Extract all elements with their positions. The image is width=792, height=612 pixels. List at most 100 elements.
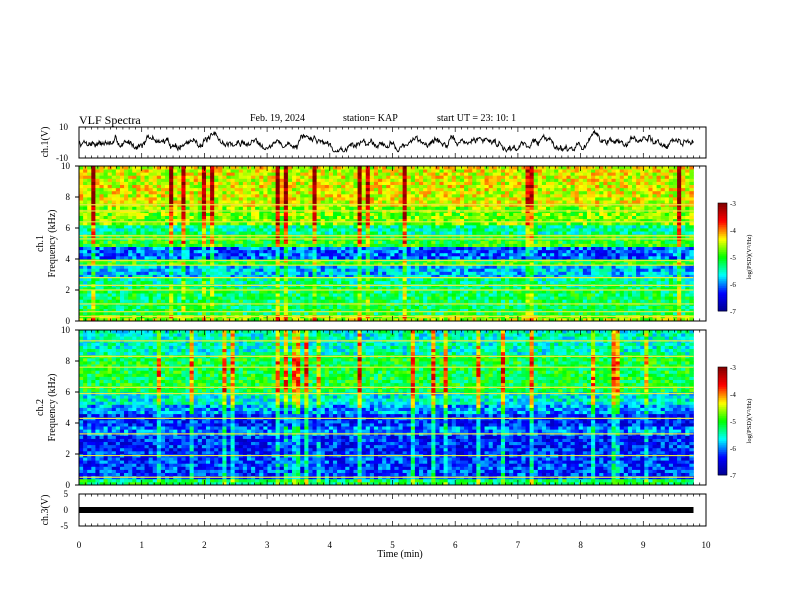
ch1-spectrogram-cell: [517, 299, 522, 303]
ch1-spectrogram-cell: [328, 296, 334, 300]
ch1-spectrogram-cell: [160, 308, 166, 313]
ch1-spectrogram-cell: [619, 305, 625, 309]
ch1-spectrogram-cell: [664, 268, 670, 272]
ch1-spectrogram-cell: [611, 296, 617, 300]
ch1-spectrogram-cell: [95, 228, 100, 232]
ch1-spectrogram-cell: [562, 311, 567, 316]
ch1-spectrogram-cell: [316, 277, 322, 282]
ch1-spectrogram-cell: [226, 293, 231, 297]
ch1-spectrogram-cell: [558, 228, 563, 232]
ch1-spectrogram-cell: [496, 221, 502, 226]
ch1-spectrogram-cell: [369, 286, 375, 291]
ch1-spectrogram-cell: [488, 255, 494, 260]
ch1-spectrogram-cell: [345, 252, 350, 257]
ch1-spectrogram-cell: [459, 290, 465, 294]
ch1-spectrogram-cell: [578, 231, 584, 235]
ch1-spectrogram-cell: [308, 311, 313, 316]
ch1-spectrogram-cell: [173, 305, 178, 309]
ch1-spectrogram-cell: [644, 271, 649, 275]
ch1-spectrogram-cell: [242, 308, 248, 313]
ch1-spectrogram-cell: [197, 262, 203, 266]
ch1-spectrogram-cell: [488, 274, 494, 278]
ch1-spectrogram-cell: [451, 240, 457, 244]
ch1-spectrogram-cell: [144, 246, 150, 251]
ch1-spectrogram-cell: [451, 268, 457, 272]
ch1-spectrogram-cell: [435, 290, 440, 294]
ch1-spectrogram-cell: [607, 246, 612, 251]
ch1-spectrogram-cell: [234, 274, 240, 278]
ch1-spectrogram-cell: [107, 311, 113, 316]
ch1-spectrogram-cell: [623, 231, 629, 235]
ch1-spectrogram-cell: [447, 255, 453, 260]
ch1-spectrogram-cell: [337, 224, 342, 229]
ch1-spectrogram-cell: [423, 293, 428, 297]
ch1-spectrogram-cell: [558, 299, 563, 303]
ch1-spectrogram-cell: [83, 277, 88, 282]
ch1-spectrogram-cell: [390, 262, 395, 266]
ch1-spectrogram-cell: [148, 274, 154, 278]
ch1-spectrogram-cell: [550, 305, 555, 309]
ch1-spectrogram-cell: [316, 274, 322, 278]
ch1-spectrogram-cell: [173, 262, 178, 266]
ch1-spectrogram-cell: [308, 299, 313, 303]
ch1-spectrogram-cell: [623, 218, 629, 223]
ch1-spectrogram-cell: [648, 268, 653, 272]
ch1-spectrogram-cell: [361, 299, 367, 303]
ch1-spectrogram-cell: [402, 280, 408, 285]
ch1-spectrogram-cell: [128, 268, 133, 272]
ch1-spectrogram-cell: [341, 265, 346, 269]
ch1-spectrogram-cell: [169, 224, 174, 229]
ch1-spectrogram-cell: [472, 265, 477, 269]
ch1-spectrogram-cell: [132, 271, 137, 275]
ch1-spectrogram-cell: [197, 265, 203, 269]
ch1-spectrogram-cell: [345, 280, 350, 285]
ch1-spectrogram-cell: [427, 274, 432, 278]
ch1-spectrogram-cell: [595, 296, 600, 300]
ch1-spectrogram-cell: [398, 271, 404, 275]
ch1-spectrogram-cell: [144, 274, 150, 278]
ch1-spectrogram-cell: [345, 246, 350, 251]
ch1-spectrogram-cell: [251, 246, 256, 251]
ch1-spectrogram-cell: [124, 265, 129, 269]
ch1-spectrogram-cell: [599, 293, 604, 297]
ch1-spectrogram-cell: [320, 240, 326, 244]
ch1-spectrogram-cell: [132, 255, 137, 260]
ch1-spectrogram-cell: [537, 221, 543, 226]
ch1-spectrogram-cell: [205, 255, 211, 260]
ch1-spectrogram-cell: [283, 221, 289, 226]
ch1-spectrogram-cell: [521, 277, 526, 282]
ch1-spectrogram-cell: [83, 286, 88, 291]
ch1-spectrogram-cell: [603, 249, 608, 254]
ch1-spectrogram-cell: [414, 224, 420, 229]
ch1-spectrogram-cell: [644, 243, 649, 247]
ch1-spectrogram-cell: [603, 293, 608, 297]
ch1-spectrogram-cell: [537, 268, 543, 272]
ch1-spectrogram-cell: [402, 246, 408, 251]
ch1-spectrogram-cell: [320, 299, 326, 303]
ch1-spectrogram-cell: [500, 262, 506, 266]
ch1-spectrogram-cell: [517, 224, 522, 229]
ch1-spectrogram-cell: [341, 224, 346, 229]
ch1-spectrogram-cell: [107, 286, 113, 291]
ch1-spectrogram-cell: [451, 274, 457, 278]
ch1-spectrogram-cell: [337, 249, 342, 254]
ch1-spectrogram-cell: [599, 249, 604, 254]
ch1-spectrogram-cell: [148, 243, 154, 247]
ch1-spectrogram-cell: [427, 296, 432, 300]
ch1-spectrogram-cell: [111, 268, 117, 272]
ch1-spectrogram-cell: [648, 224, 653, 229]
ch1-spectrogram-cell: [111, 240, 117, 244]
ch1-spectrogram-cell: [230, 293, 236, 297]
ch1-spectrogram-cell: [517, 271, 522, 275]
ch1-spectrogram-cell: [328, 317, 334, 322]
ch1-spectrogram-cell: [607, 255, 612, 260]
ch1-spectrogram-cell: [545, 252, 551, 257]
ch1-spectrogram-cell: [218, 231, 223, 235]
ch1-spectrogram-cell: [246, 265, 252, 269]
ch1-spectrogram-cell: [275, 255, 281, 260]
ch1-spectrogram-cell: [234, 243, 240, 247]
ch1-spectrogram-cell: [529, 218, 535, 223]
ch1-spectrogram-cell: [496, 240, 502, 244]
ch1-spectrogram-cell: [386, 228, 391, 232]
ch1-spectrogram-cell: [636, 286, 641, 291]
